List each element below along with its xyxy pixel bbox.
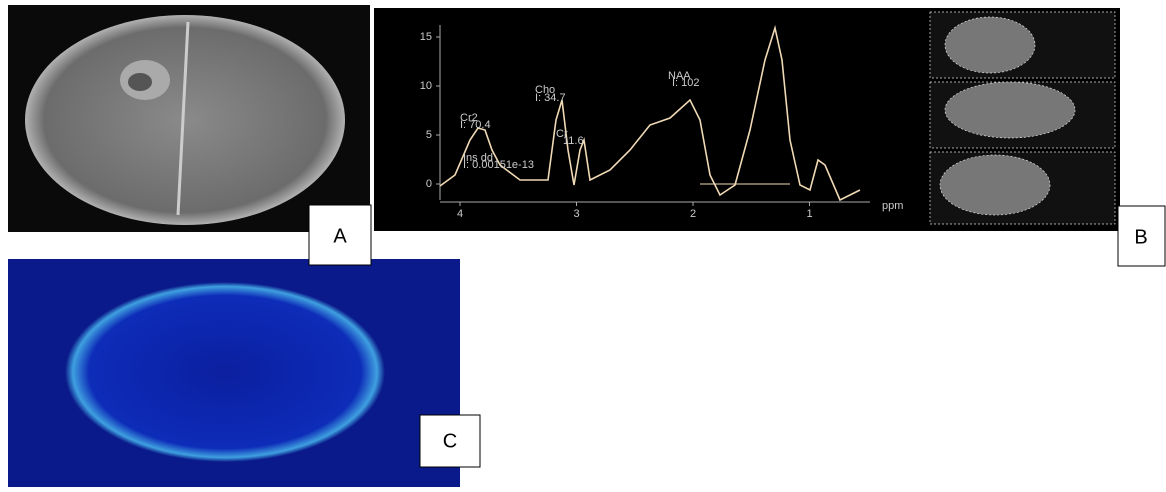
peak-name: Cho: [535, 84, 555, 96]
x-tick-label: 2: [690, 208, 696, 220]
y-tick-label: 10: [420, 80, 432, 92]
panel-label: A: [333, 225, 347, 247]
peak-name: Cr2: [460, 112, 478, 124]
y-tick-label: 0: [426, 178, 432, 190]
peak-name: Ins dd: [463, 152, 493, 164]
peak-name: NAA: [668, 70, 691, 82]
panel-label: C: [443, 430, 457, 452]
peak-value: 11.6: [563, 135, 584, 147]
label-box: [419, 414, 481, 468]
x-tick-label: 4: [457, 208, 463, 220]
y-tick-label: 15: [420, 31, 432, 43]
x-unit: ppm: [882, 200, 903, 212]
panel-label: B: [1134, 226, 1147, 248]
panel-b: [374, 8, 1120, 231]
peak-name: Cr: [556, 128, 568, 140]
panel-c: [8, 259, 460, 487]
peak-value: I: 34.7: [535, 92, 566, 104]
label-box: [308, 204, 372, 266]
peak-value: I: 102: [672, 77, 700, 89]
x-tick-label: 3: [573, 208, 579, 220]
label-box: [1117, 205, 1166, 267]
panel-a: [8, 5, 370, 232]
peak-value: I: 0.00151e-13: [463, 159, 534, 171]
y-tick-label: 5: [426, 129, 432, 141]
peak-value: I: 70.4: [460, 119, 491, 131]
x-tick-label: 1: [806, 208, 812, 220]
